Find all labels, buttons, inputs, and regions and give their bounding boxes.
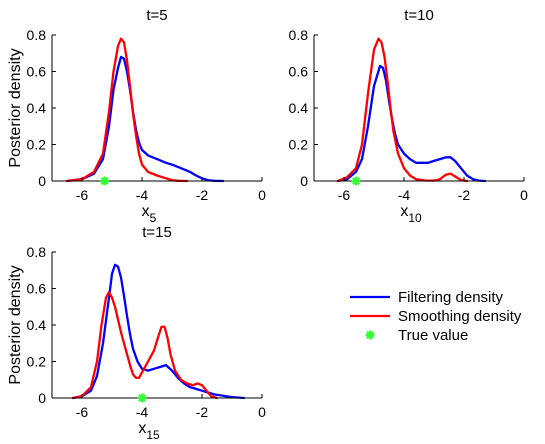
true-value-marker-stroke: [100, 177, 109, 185]
y-tick-label: 0.6: [27, 281, 47, 297]
x-axis-label: x10: [400, 203, 422, 225]
x-tick-label: -4: [136, 187, 149, 203]
legend: Filtering density Smoothing density True v…: [350, 289, 522, 344]
legend-label: True value: [398, 327, 468, 344]
x-tick-label: -2: [196, 404, 209, 420]
y-tick-label: 0: [38, 173, 46, 189]
y-tick-label: 0.2: [27, 137, 47, 153]
legend-item: Smoothing density: [350, 308, 522, 325]
true-value-marker-stroke: [366, 331, 374, 339]
legend-label: Filtering density: [398, 289, 504, 306]
y-tick-label: 0.4: [27, 100, 47, 116]
smoothing-density-line: [336, 37, 469, 183]
panel-t15: -6 -4 -2 0 0 0.2 0.4 0.6 0.8 t=15 x15 Posterior den…: [7, 224, 266, 442]
filtering-density-line: [336, 64, 487, 183]
y-tick-label: 0.4: [27, 317, 47, 333]
true-value-marker: [100, 176, 109, 186]
y-tick-label: 0.8: [27, 244, 47, 260]
x-tick-label: -6: [76, 187, 89, 203]
y-tick-label: 0.6: [289, 64, 309, 80]
y-tick-label: 0.8: [289, 27, 309, 43]
x-tick-label: -4: [398, 187, 411, 203]
legend-item: True value: [365, 327, 468, 344]
x-axis-label-base: x: [138, 420, 146, 437]
y-tick-label: 0: [300, 173, 308, 189]
filtering-density-line: [65, 55, 225, 183]
x-axis-label: x5: [142, 203, 157, 225]
x-tick-label: 0: [520, 187, 528, 203]
true-value-marker: [137, 393, 147, 403]
x-tick-label: -4: [136, 404, 149, 420]
x-axis-label-base: x: [142, 203, 150, 220]
x-tick-label: -2: [458, 187, 471, 203]
legend-true-value-swatch: [365, 330, 375, 340]
x-tick-label: 0: [258, 404, 266, 420]
y-tick-label: 0.8: [27, 27, 47, 43]
smoothing-density-line: [65, 37, 189, 183]
panel-t5: -6 -4 -2 0 0 0.2 0.4 0.6 0.8 t=5 x5 Posterior densi…: [7, 7, 266, 225]
x-axis-label-subscript: 5: [150, 211, 157, 225]
panel-title: t=15: [142, 224, 172, 241]
x-axis-label: x15: [138, 420, 160, 442]
y-tick-label: 0.4: [289, 100, 309, 116]
x-tick-label: -6: [76, 404, 89, 420]
x-tick-label: -2: [196, 187, 209, 203]
panel-title: t=10: [404, 7, 434, 24]
panel-title: t=5: [146, 7, 167, 24]
legend-item: Filtering density: [350, 289, 504, 306]
panel-t10: -6 -4 -2 0 0 0.2 0.4 0.6 0.8 t=10 x10: [289, 7, 529, 225]
true-value-marker: [351, 176, 361, 186]
y-tick-label: 0.2: [27, 354, 47, 370]
x-tick-label: 0: [258, 187, 266, 203]
y-tick-label: 0: [38, 390, 46, 406]
y-tick-label: 0.2: [289, 137, 309, 153]
x-axis-label-base: x: [400, 203, 408, 220]
y-tick-label: 0.6: [27, 64, 47, 80]
x-tick-label: -6: [338, 187, 351, 203]
true-value-marker-stroke: [138, 394, 146, 402]
filtering-density-line: [71, 263, 246, 400]
smoothing-density-line: [71, 291, 219, 400]
x-axis-label-subscript: 15: [146, 428, 160, 442]
y-axis-label: Posterior density: [7, 265, 24, 384]
true-value-marker-stroke: [352, 177, 360, 185]
legend-label: Smoothing density: [398, 308, 522, 325]
y-axis-label: Posterior density: [7, 48, 24, 167]
x-axis-label-subscript: 10: [408, 211, 422, 225]
